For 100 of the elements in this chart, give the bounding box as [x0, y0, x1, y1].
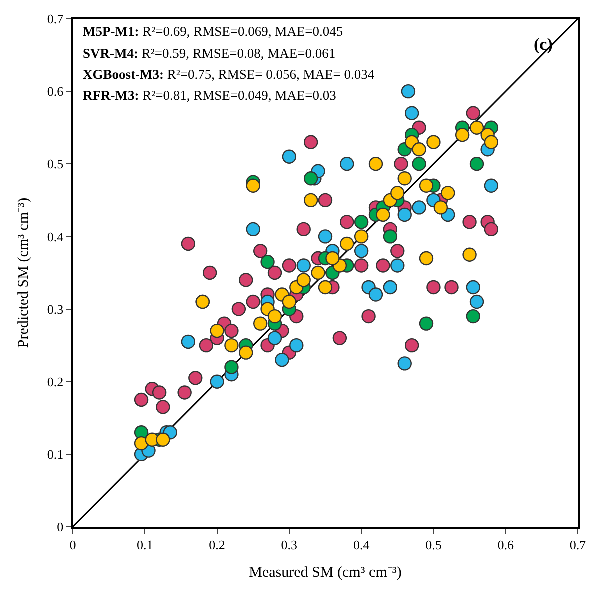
point: [398, 208, 412, 222]
point: [340, 236, 354, 252]
point: [210, 374, 224, 389]
x-tick-label: 0.4: [353, 537, 370, 552]
point: [368, 157, 384, 172]
point: [318, 230, 333, 244]
point: [484, 178, 499, 194]
annotation: M5P-M1: R²=0.69, RMSE=0.069, MAE=0.045: [83, 24, 344, 39]
point: [304, 172, 318, 186]
point: [484, 222, 499, 237]
point: [246, 222, 260, 237]
point: [426, 280, 441, 295]
point: [462, 215, 477, 230]
point: [390, 186, 405, 200]
point: [470, 294, 484, 310]
y-tick-label: 0.2: [47, 374, 64, 390]
x-tick-label: 0.1: [137, 537, 154, 552]
point: [390, 244, 405, 258]
point: [412, 142, 426, 157]
y-tick-label: 0: [57, 520, 64, 535]
point: [466, 106, 480, 120]
point: [441, 186, 456, 200]
x-tick-label: 0.3: [281, 537, 298, 552]
y-tick-label: 0.7: [47, 12, 64, 27]
point: [354, 215, 369, 230]
point: [362, 309, 376, 324]
point: [290, 338, 304, 353]
point: [134, 392, 149, 408]
point: [368, 288, 384, 302]
point: [181, 334, 196, 350]
point: [296, 222, 311, 237]
point: [390, 258, 405, 273]
point: [419, 316, 434, 331]
point: [260, 255, 275, 270]
y-axis-title: Predicted SM (cm³ cm⁻³): [16, 198, 32, 348]
point: [275, 352, 290, 368]
point: [466, 309, 480, 324]
point: [484, 135, 499, 150]
point: [444, 280, 459, 295]
point: [466, 280, 480, 295]
point: [376, 208, 390, 222]
point: [340, 215, 354, 230]
point: [426, 135, 441, 150]
point: [455, 128, 470, 142]
point: [199, 338, 214, 353]
point: [376, 258, 390, 273]
point: [268, 331, 282, 346]
point: [268, 309, 282, 324]
point: [239, 273, 254, 288]
point: [311, 266, 326, 280]
point: [354, 244, 369, 258]
point: [304, 135, 318, 150]
point: [394, 157, 408, 172]
y-tick-label: 0.3: [47, 302, 64, 317]
point: [383, 230, 398, 244]
annotation: SVR-M4: R²=0.59, RMSE=0.08, MAE=0.061: [83, 46, 336, 61]
y-tick-label: 0.4: [47, 229, 64, 244]
point: [232, 302, 246, 316]
point: [152, 386, 167, 400]
annotation: (c): [534, 35, 553, 54]
point: [434, 200, 448, 215]
point: [332, 331, 348, 346]
x-tick-label: 0.5: [426, 537, 442, 552]
point: [156, 400, 170, 414]
point: [404, 338, 420, 353]
annotation: XGBoost-M3: R²=0.75, RMSE= 0.056, MAE= 0.034: [83, 67, 375, 82]
point: [224, 338, 239, 353]
point: [419, 251, 434, 266]
point: [282, 150, 297, 164]
x-tick-label: 0.2: [209, 537, 226, 552]
point: [354, 258, 369, 273]
point: [470, 120, 484, 135]
point: [412, 200, 426, 215]
point: [470, 157, 484, 172]
x-tick-label: 0.7: [570, 537, 587, 552]
x-tick-label: 0.6: [498, 537, 514, 552]
point: [246, 294, 260, 310]
point: [383, 280, 398, 295]
point: [318, 193, 333, 208]
point: [304, 193, 318, 208]
point: [178, 386, 192, 400]
point: [419, 178, 434, 194]
point: [398, 172, 412, 186]
point: [253, 244, 268, 258]
point: [398, 356, 412, 371]
annotation: RFR-M3: R²=0.81, RMSE=0.049, MAE=0.03: [83, 88, 337, 103]
point: [156, 432, 170, 448]
point: [268, 266, 282, 280]
x-tick-label: 0: [70, 537, 76, 552]
point: [282, 258, 297, 273]
point: [404, 106, 420, 120]
point: [202, 266, 218, 280]
point: [354, 230, 369, 244]
point: [134, 436, 149, 451]
point: [224, 324, 239, 338]
point: [326, 251, 340, 266]
y-tick-label: 0.1: [47, 446, 64, 462]
point: [401, 84, 416, 99]
y-tick-label: 0.6: [47, 84, 64, 100]
point: [210, 324, 224, 338]
